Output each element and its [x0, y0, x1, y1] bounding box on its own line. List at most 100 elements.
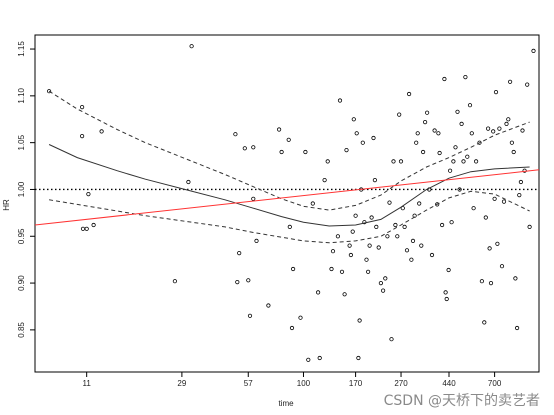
scatter-point-1 [80, 105, 85, 110]
scatter-point-93 [442, 76, 447, 82]
scatter-point-123 [499, 264, 505, 269]
x-tick-label-3: 100 [297, 379, 311, 388]
scatter-point-120 [493, 90, 499, 95]
scatter-point-2 [80, 134, 85, 139]
scatter-point-49 [357, 318, 362, 323]
scatter-point-63 [383, 276, 388, 281]
scatter-point-41 [344, 148, 349, 153]
x-tick-label-6: 440 [442, 379, 456, 388]
y-tick-label-6: 1.15 [17, 41, 26, 57]
scatter-point-28 [303, 149, 308, 155]
x-tick-label-4: 170 [349, 379, 363, 388]
scatter-point-96 [446, 267, 451, 273]
scatter-point-19 [251, 145, 256, 150]
scatter-point-69 [395, 234, 400, 239]
scatter-point-81 [417, 201, 422, 206]
chart-marks [34, 44, 540, 362]
scatter-point-138 [531, 48, 536, 54]
scatter-point-68 [393, 222, 398, 228]
scatter-point-29 [306, 357, 311, 362]
scatter-point-112 [479, 279, 484, 284]
scatter-point-30 [310, 201, 315, 206]
scatter-point-71 [398, 159, 404, 164]
scatter-point-53 [364, 257, 369, 262]
scatter-point-108 [469, 131, 474, 136]
scatter-point-42 [347, 243, 352, 248]
scatter-point-18 [251, 196, 256, 201]
watermark-text: CSDN @天桥下的卖艺者 [383, 393, 540, 409]
linear-fit-line [34, 169, 540, 226]
scatter-point-17 [254, 238, 259, 243]
x-tick-label-5: 270 [394, 379, 408, 388]
scatter-point-39 [339, 269, 345, 274]
scatter-point-129 [511, 149, 516, 155]
smooth-line [48, 144, 530, 227]
scatter-point-5 [80, 226, 86, 231]
scatter-point-54 [365, 269, 371, 274]
scatter-point-103 [459, 121, 464, 127]
scatter-point-61 [378, 280, 383, 286]
scatter-point-89 [435, 202, 440, 207]
scatter-point-134 [520, 128, 525, 133]
scatter-point-47 [354, 131, 359, 136]
scatter-point-124 [501, 199, 507, 204]
scatter-point-102 [457, 187, 462, 192]
scatter-point-106 [465, 154, 470, 159]
scatter-point-83 [420, 149, 426, 155]
y-axis-title: HR [2, 199, 11, 211]
scatter-point-84 [422, 120, 428, 125]
scatter-point-130 [513, 276, 518, 281]
scatter-point-8 [172, 279, 177, 284]
scatter-point-16 [247, 313, 253, 318]
scatter-point-66 [389, 337, 394, 342]
scatter-point-0 [46, 89, 52, 94]
scatter-point-34 [325, 159, 330, 164]
scatter-point-65 [387, 200, 392, 205]
scatter-point-136 [525, 82, 530, 87]
scatter-point-7 [91, 222, 96, 228]
scatter-point-6 [84, 226, 89, 231]
scatter-point-13 [237, 251, 242, 256]
scatter-point-70 [397, 112, 402, 117]
scatter-point-21 [276, 127, 282, 132]
scatter-point-26 [290, 266, 296, 272]
scatter-point-99 [451, 159, 456, 164]
scatter-point-27 [298, 315, 303, 320]
scatter-point-20 [266, 303, 271, 308]
scatter-point-51 [360, 140, 365, 145]
scatter-point-101 [455, 109, 460, 114]
scatter-point-104 [461, 159, 466, 164]
x-tick-label-2: 57 [244, 379, 253, 388]
x-axis-title: time [278, 399, 294, 408]
scatter-point-62 [380, 288, 386, 293]
scatter-point-137 [527, 224, 532, 229]
scatter-point-43 [348, 252, 353, 258]
scatter-point-3 [99, 129, 104, 134]
scatter-point-131 [514, 325, 520, 331]
scatter-point-111 [477, 140, 482, 145]
y-tick-label-5: 1.10 [17, 87, 26, 103]
scatter-point-110 [473, 159, 479, 164]
scatter-point-92 [439, 222, 445, 228]
chart-axes: 11 29 57 100 170 270 440 700 0.85 0.90 0.95 1.00 1.0… [17, 41, 502, 388]
scatter-point-126 [506, 117, 511, 122]
scatter-point-38 [337, 98, 343, 103]
y-tick-label-4: 1.05 [17, 134, 26, 150]
scatter-point-60 [376, 245, 381, 250]
scatter-point-15 [246, 278, 251, 283]
scatter-point-113 [482, 320, 487, 325]
scatter-point-59 [374, 224, 379, 229]
scatter-point-87 [429, 252, 435, 258]
scatter-point-35 [329, 266, 334, 272]
scatter-point-90 [436, 131, 441, 136]
scatter-point-109 [471, 206, 476, 211]
scatter-point-85 [424, 110, 430, 115]
scatter-point-36 [330, 249, 336, 254]
scatter-point-127 [507, 79, 513, 84]
scatter-point-45 [351, 117, 356, 122]
x-tick-label-7: 700 [488, 379, 502, 388]
scatter-point-95 [444, 296, 449, 302]
scatter-point-55 [367, 243, 372, 248]
scatter-point-76 [409, 257, 414, 262]
scatter-point-44 [350, 229, 355, 234]
